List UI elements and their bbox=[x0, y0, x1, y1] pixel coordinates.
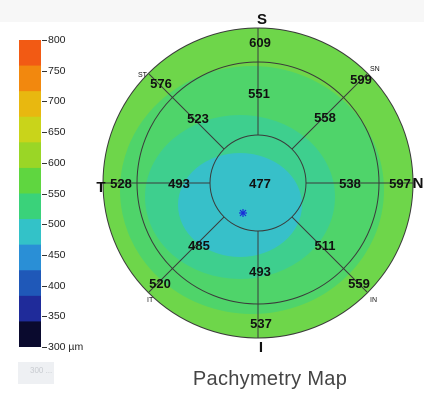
color-band bbox=[19, 40, 41, 67]
scale-tick-mark bbox=[42, 316, 47, 318]
value-inner-nasal: 538 bbox=[339, 176, 361, 191]
value-inner-inferior: 493 bbox=[249, 264, 271, 279]
sector-label-st: ST bbox=[138, 72, 148, 79]
value-center: 477 bbox=[249, 176, 271, 191]
value-outer-superotemporal: 576 bbox=[150, 76, 172, 91]
color-band bbox=[19, 321, 41, 347]
sector-label-in: IN bbox=[370, 297, 377, 304]
scale-tick-mark bbox=[42, 101, 47, 103]
scale-tick-label: 400 bbox=[48, 279, 66, 292]
color-scale: 800 750 700 650 600 550 500 450 400 350 300 µm bbox=[0, 0, 90, 370]
scale-tick-mark bbox=[42, 347, 47, 348]
scale-tick-mark bbox=[42, 224, 47, 226]
scale-tick-label: 750 bbox=[48, 64, 66, 77]
value-inner-superotemporal: 523 bbox=[187, 111, 209, 126]
scale-tick-mark bbox=[42, 193, 47, 195]
color-band bbox=[19, 219, 41, 246]
sector-label-sn: SN bbox=[370, 66, 380, 73]
value-inner-inferotemporal: 485 bbox=[188, 238, 210, 253]
sector-dividers bbox=[103, 28, 413, 338]
scale-tick-label: 600 bbox=[48, 156, 66, 169]
color-band bbox=[19, 167, 41, 195]
value-outer-inferonasal: 559 bbox=[348, 276, 370, 291]
scale-tick-mark bbox=[42, 254, 47, 256]
color-band bbox=[19, 244, 41, 271]
color-band bbox=[19, 116, 41, 143]
value-inner-inferonasal: 511 bbox=[315, 238, 336, 253]
map-caption: Pachymetry Map bbox=[192, 368, 348, 390]
scale-tick-mark bbox=[42, 40, 47, 41]
value-outer-inferotemporal: 520 bbox=[149, 276, 171, 291]
scale-tick-mark bbox=[42, 162, 47, 164]
scale-tick-mark bbox=[42, 285, 47, 287]
value-inner-superior: 551 bbox=[248, 86, 270, 101]
value-outer-superonasal: 599 bbox=[350, 72, 372, 87]
direction-nasal: N bbox=[413, 175, 424, 192]
direction-superior: S bbox=[257, 11, 267, 28]
direction-inferior: I bbox=[259, 339, 263, 356]
scale-tick-label: 350 bbox=[48, 310, 66, 323]
faded-scale-text: 300 ... bbox=[30, 366, 53, 375]
color-band bbox=[19, 91, 41, 118]
direction-temporal: T bbox=[96, 179, 105, 196]
core-zone bbox=[178, 153, 302, 257]
scale-tick-mark bbox=[42, 70, 47, 72]
value-outer-temporal: 528 bbox=[110, 176, 132, 191]
color-band bbox=[19, 65, 41, 92]
scale-tick-label: 700 bbox=[48, 95, 66, 108]
top-bar bbox=[0, 0, 424, 22]
color-scale-bar bbox=[19, 40, 41, 347]
scale-tick-label: 300 µm bbox=[48, 341, 84, 353]
color-band bbox=[19, 142, 41, 169]
scale-tick-label: 450 bbox=[48, 248, 66, 261]
scale-tick-label: 500 bbox=[48, 218, 66, 231]
sector-label-it: IT bbox=[147, 297, 154, 304]
color-band bbox=[19, 270, 41, 297]
color-band bbox=[19, 295, 41, 323]
color-band bbox=[19, 193, 41, 220]
scale-tick-label: 550 bbox=[48, 187, 66, 200]
scale-tick-mark bbox=[42, 132, 47, 134]
value-outer-superior: 609 bbox=[249, 35, 271, 50]
scale-tick-label: 800 bbox=[48, 34, 66, 46]
apex-marker bbox=[239, 209, 247, 217]
value-inner-superonasal: 558 bbox=[314, 110, 336, 125]
pachymetry-map: S I T N ST SN IT IN 477 551 523 558 493 … bbox=[96, 11, 424, 356]
scale-tick-label: 650 bbox=[48, 126, 66, 139]
value-outer-inferior: 537 bbox=[250, 316, 272, 331]
faded-scale-label: 300 ... bbox=[18, 362, 54, 384]
value-inner-temporal: 493 bbox=[168, 176, 190, 191]
value-outer-nasal: 597 bbox=[389, 176, 411, 191]
